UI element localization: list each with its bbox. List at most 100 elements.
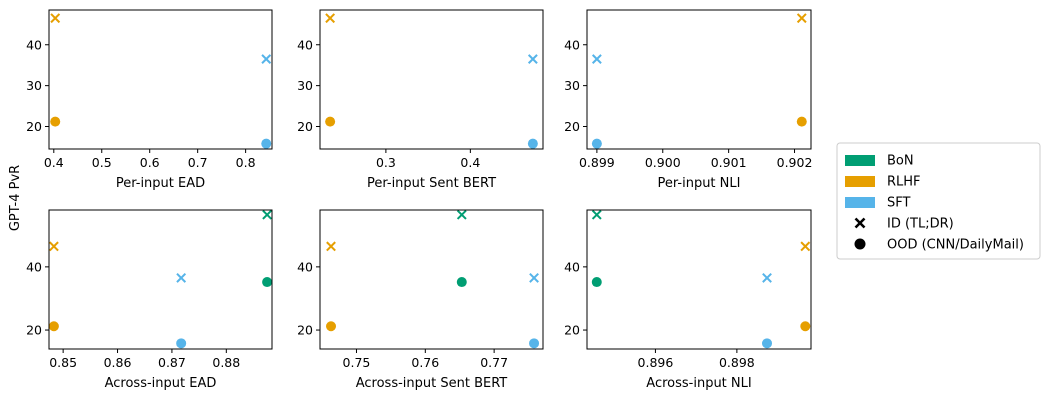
axes-frame [319, 9, 544, 150]
point-rlhf-ood [325, 116, 336, 127]
subplot-grid: 0.4 0.5 0.6 0.7 0.8 20 30 40 Per-input EAD 0.3 0.4… [26, 9, 813, 391]
point-bon-id [591, 209, 602, 220]
legend-item-rlhf: RLHF [845, 175, 921, 190]
point-sft-ood [261, 138, 272, 149]
point-sft-id [176, 273, 187, 283]
axes-frame [48, 209, 273, 350]
shared-y-axis-label: GPT-4 PvR [8, 165, 23, 231]
legend-label: ID (TL;DR) [887, 217, 954, 232]
point-bon-ood [591, 277, 602, 288]
x-axis-label: Across-input Sent BERT [356, 376, 508, 391]
x-axis-label: Per-input NLI [658, 176, 741, 191]
legend-item-id-tl-dr: ID (TL;DR) [854, 217, 954, 232]
axes-frame [319, 209, 544, 350]
subplot-1: 0.4 0.5 0.6 0.7 0.8 20 30 40 Per-input EAD [26, 9, 273, 191]
x-tick-label: 0.6 [140, 155, 160, 170]
point-bon-ood [456, 277, 467, 288]
point-rlhf-ood [48, 321, 59, 332]
legend-item-sft: SFT [845, 196, 911, 211]
legend: BoN RLHF SFT ID (TL;DR) OOD (CNN/DailyMail) [836, 142, 1041, 260]
y-tick-label: 20 [564, 323, 580, 338]
x-tick-label: 0.4 [460, 155, 480, 170]
legend-swatch [845, 155, 875, 166]
x-tick-label: 0.3 [376, 155, 396, 170]
x-tick-label: 0.85 [49, 355, 77, 370]
point-rlhf-ood [796, 116, 807, 127]
subplot-2: 0.3 0.4 20 30 40 Per-input Sent BERT [297, 9, 544, 191]
x-tick-label: 0.76 [411, 355, 439, 370]
point-rlhf-id [48, 241, 59, 252]
x-axis-label: Per-input Sent BERT [367, 176, 496, 191]
legend-label: SFT [887, 196, 911, 211]
point-bon-ood [262, 277, 273, 288]
x-axis-label: Per-input EAD [116, 176, 205, 191]
point-sft-ood [176, 338, 187, 349]
point-sft-ood [762, 338, 773, 349]
legend-label: BoN [887, 154, 914, 169]
x-tick-label: 0.88 [212, 355, 240, 370]
subplot-6: 0.896 0.898 20 40 Across-input NLI [564, 209, 812, 391]
point-rlhf-ood [50, 116, 61, 127]
point-rlhf-ood [800, 321, 811, 332]
point-sft-id [527, 54, 538, 64]
point-rlhf-ood [326, 321, 337, 332]
axes-frame [48, 9, 273, 150]
point-rlhf-id [326, 241, 336, 252]
subplot-3: 0.899 0.900 0.901 0.902 20 30 40 Per-input NLI [564, 9, 813, 191]
legend-x-marker-icon [854, 217, 866, 229]
y-tick-label: 40 [26, 37, 42, 52]
x-tick-label: 0.896 [638, 355, 674, 370]
x-tick-label: 0.75 [343, 355, 371, 370]
x-tick-label: 0.900 [645, 155, 681, 170]
x-tick-label: 0.898 [719, 355, 755, 370]
point-bon-id [262, 209, 273, 220]
x-axis-label: Across-input EAD [105, 376, 217, 391]
point-sft-id [762, 273, 772, 283]
x-tick-label: 0.899 [579, 155, 615, 170]
x-axis-label: Across-input NLI [646, 376, 751, 391]
point-sft-id [529, 273, 539, 283]
point-bon-id [456, 209, 467, 220]
x-tick-label: 0.902 [777, 155, 813, 170]
subplot-4: 0.85 0.86 0.87 0.88 20 40 Across-input EAD [26, 209, 273, 391]
y-tick-label: 40 [564, 37, 580, 52]
point-sft-ood [591, 138, 602, 149]
legend-item-ood-cnn-dailymail: OOD (CNN/DailyMail) [854, 238, 1024, 253]
y-tick-label: 40 [26, 259, 42, 274]
y-tick-label: 30 [26, 78, 42, 93]
y-tick-label: 20 [26, 119, 42, 134]
x-tick-label: 0.5 [92, 155, 112, 170]
x-tick-label: 0.87 [158, 355, 186, 370]
legend-frame [836, 142, 1041, 260]
legend-label: OOD (CNN/DailyMail) [887, 238, 1024, 253]
y-tick-label: 30 [297, 78, 313, 93]
point-rlhf-id [325, 13, 336, 24]
subplot-5: 0.75 0.76 0.77 20 40 Across-input Sent BERT [297, 209, 544, 391]
y-tick-label: 20 [297, 119, 313, 134]
axes-frame [586, 9, 812, 150]
x-tick-label: 0.77 [480, 355, 508, 370]
point-rlhf-id [50, 13, 61, 24]
legend-swatch [845, 176, 875, 187]
y-tick-label: 40 [297, 259, 313, 274]
legend-swatch [845, 197, 875, 208]
y-tick-label: 20 [564, 119, 580, 134]
x-tick-label: 0.4 [44, 155, 64, 170]
legend-circle-marker-icon [854, 238, 866, 250]
point-sft-ood [527, 138, 538, 149]
y-tick-label: 20 [26, 323, 42, 338]
x-tick-label: 0.86 [104, 355, 132, 370]
point-rlhf-id [796, 13, 807, 24]
y-tick-label: 30 [564, 78, 580, 93]
point-sft-id [591, 54, 602, 64]
point-sft-id [261, 54, 272, 64]
legend-item-bon: BoN [845, 154, 914, 169]
y-tick-label: 40 [297, 37, 313, 52]
point-rlhf-id [800, 241, 811, 252]
y-tick-label: 20 [297, 323, 313, 338]
x-tick-label: 0.7 [188, 155, 208, 170]
axes-frame [586, 209, 812, 350]
point-sft-ood [529, 338, 540, 349]
legend-label: RLHF [887, 175, 921, 190]
